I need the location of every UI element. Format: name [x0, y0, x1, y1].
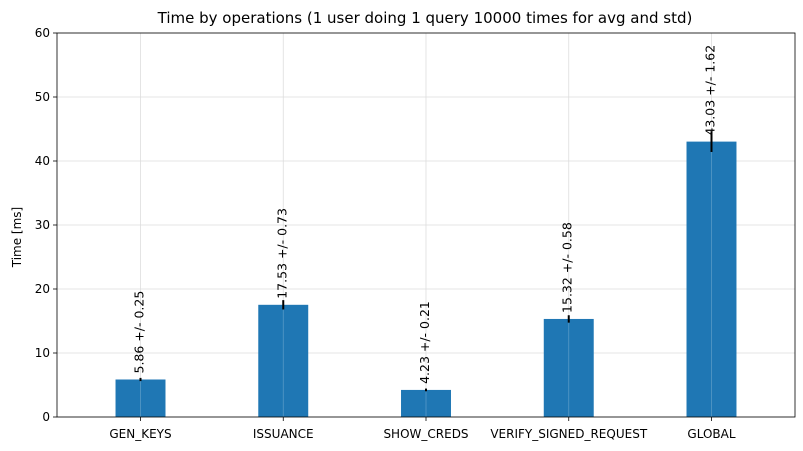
bars [115, 141, 737, 417]
bar-gen-keys [115, 379, 166, 417]
y-tick-label: 20 [35, 282, 50, 296]
x-tick-label: GEN_KEYS [109, 427, 171, 441]
x-ticks: GEN_KEYS ISSUANCE SHOW_CREDS VERIFY_SIGNED_… [109, 417, 736, 441]
data-label: 5.86 +/- 0.25 [132, 291, 147, 374]
x-tick-label: GLOBAL [687, 427, 735, 441]
error-bars [139, 131, 713, 392]
x-tick-label: VERIFY_SIGNED_REQUEST [490, 427, 648, 441]
y-tick-label: 50 [35, 90, 50, 104]
y-tick-label: 40 [35, 154, 50, 168]
data-label: 43.03 +/- 1.62 [702, 45, 717, 136]
data-label: 17.53 +/- 0.73 [274, 208, 289, 299]
chart-title: Time by operations (1 user doing 1 query… [157, 9, 693, 27]
y-tick-label: 30 [35, 218, 50, 232]
y-tick-label: 60 [35, 26, 50, 40]
x-tick-label: ISSUANCE [253, 427, 314, 441]
bar-show-creds [401, 389, 451, 417]
data-labels: 5.86 +/- 0.25 17.53 +/- 0.73 4.23 +/- 0.21… [132, 45, 718, 384]
y-tick-label: 10 [35, 346, 50, 360]
x-tick-label: SHOW_CREDS [383, 427, 468, 441]
data-label: 4.23 +/- 0.21 [417, 301, 432, 384]
data-label: 15.32 +/- 0.58 [560, 222, 575, 313]
y-ticks: 0 10 20 30 40 50 60 [35, 26, 57, 424]
y-axis-label: Time [ms] [10, 207, 24, 269]
bar-issuance [258, 304, 309, 417]
bar-global [686, 141, 737, 417]
bar-verify-signed-request [543, 318, 594, 417]
y-tick-label: 0 [42, 410, 50, 424]
